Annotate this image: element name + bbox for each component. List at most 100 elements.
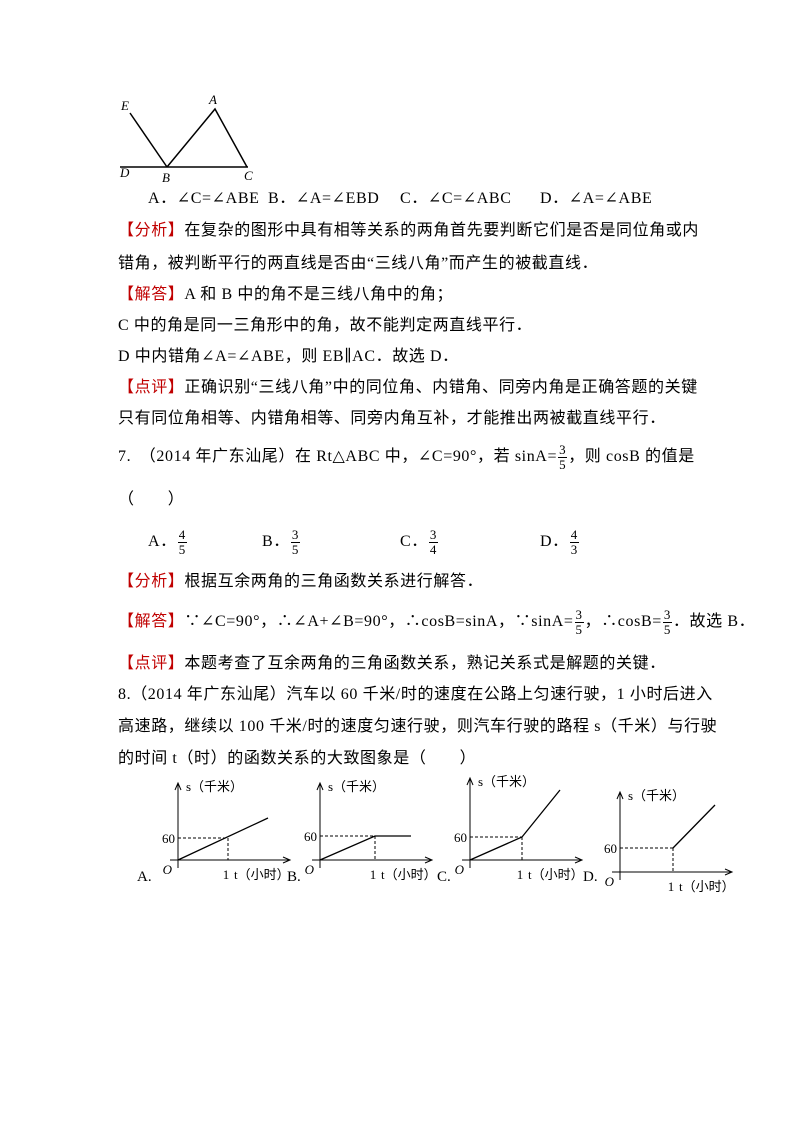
y-arrow — [616, 790, 624, 800]
option-letter: C． — [400, 533, 428, 551]
text: ，∴cosB= — [584, 613, 662, 631]
graph-line — [469, 789, 561, 861]
numerator: 3 — [558, 442, 568, 458]
denominator: 5 — [575, 622, 583, 637]
text: ，则 cosB 的值是 — [568, 448, 695, 466]
y-arrow — [174, 781, 182, 791]
text-line: 8.（2014 年广东汕尾）汽车以 60 千米/时的速度在公路上匀速行驶，1 小… — [118, 685, 713, 705]
option-letter: D． — [540, 533, 569, 551]
text: （ ） — [118, 491, 185, 508]
origin-label: O — [305, 862, 315, 877]
section-tag: 【分析】 — [118, 222, 185, 239]
text: 根据互余两角的三角函数关系进行解答． — [184, 573, 484, 590]
x-axis-label: t（小时） — [679, 879, 735, 894]
y-arrow — [466, 776, 474, 786]
x-arrow — [282, 856, 292, 864]
option: D． 4 3 — [540, 528, 580, 557]
text-line: 高速路，继续以 100 千米/时的速度匀速行驶，则汽车行驶的路程 s（千米）与行… — [118, 717, 717, 737]
y-tick-label: 60 — [604, 841, 617, 856]
text: ．故选 B． — [672, 613, 756, 631]
graph-line — [177, 817, 269, 861]
x-arrow — [424, 856, 434, 864]
section-tag: 【解答】 — [118, 286, 185, 303]
section-tag: 【点评】 — [118, 655, 185, 672]
text-line: 【点评】正确识别“三线八角”中的同位角、内错角、同旁内角是正确答题的关键 — [118, 378, 698, 398]
text-line: C 中的角是同一三角形中的角，故不能判定两直线平行． — [118, 316, 532, 336]
x-axis-label: t（小时） — [234, 867, 290, 882]
y-axis-label: s（千米） — [186, 779, 243, 794]
option: B． 3 5 — [262, 528, 301, 557]
option: A．∠C=∠ABE — [148, 190, 260, 207]
option-letter: A. — [137, 869, 152, 885]
point-label: B — [162, 170, 170, 185]
numerator: 3 — [574, 607, 584, 623]
y-tick-label: 60 — [454, 830, 467, 845]
point-label: C — [244, 168, 253, 183]
option: C．∠C=∠ABC — [400, 190, 512, 207]
option-letter: C. — [437, 869, 451, 885]
graph-line — [672, 804, 716, 849]
text: 的时间 t（时）的函数关系的大致图象是（ ） — [118, 750, 477, 767]
line-bac — [166, 107, 248, 168]
text-line: 【分析】在复杂的图形中具有相等关系的两角首先要判断它们是否是同位角或内 — [118, 221, 699, 241]
point-label: E — [120, 98, 129, 113]
y-tick-label: 60 — [304, 829, 317, 844]
option-letter: B. — [287, 869, 301, 885]
text-line: 【分析】根据互余两角的三角函数关系进行解答． — [118, 572, 483, 592]
option-letter: D. — [583, 869, 598, 885]
option-letter: A． — [148, 533, 177, 551]
text-line: 【解答】∵∠C=90°，∴∠A+∠B=90°，∴cosB=sinA，∵sinA=… — [118, 608, 755, 637]
origin-label: O — [455, 862, 465, 877]
section-tag: 【分析】 — [118, 573, 185, 590]
text-line: 只有同位角相等、内错角相等、同旁内角互补，才能推出两被截直线平行． — [118, 409, 666, 429]
x-tick-label: 1 — [517, 867, 524, 882]
denominator: 5 — [663, 622, 671, 637]
numerator: 3 — [290, 527, 300, 543]
denominator: 4 — [429, 542, 437, 557]
x-axis-label: t（小时） — [381, 867, 437, 882]
y-axis-label: s（千米） — [628, 788, 685, 803]
line-eb — [129, 112, 168, 168]
text-line: 错角，被判断平行的两直线是否由“三线八角”而产生的被截直线． — [118, 254, 598, 274]
graph-line — [319, 835, 411, 861]
text: 正确识别“三线八角”中的同位角、内错角、同旁内角是正确答题的关键 — [184, 379, 698, 396]
x-tick-label: 1 — [668, 879, 675, 894]
x-arrow — [574, 856, 584, 864]
text: ∵∠C=90°，∴∠A+∠B=90°，∴cosB=sinA，∵sinA= — [184, 613, 574, 631]
y-arrow — [316, 781, 324, 791]
text: C 中的角是同一三角形中的角，故不能判定两直线平行． — [118, 317, 533, 334]
text: A 和 B 中的角不是三线八角中的角； — [184, 286, 454, 303]
text-line: D 中内错角∠A=∠ABE，则 EB∥AC．故选 D． — [118, 347, 459, 367]
option: A． 4 5 — [148, 528, 188, 557]
x-axis-label: t（小时） — [528, 867, 584, 882]
text: 错角，被判断平行的两直线是否由“三线八角”而产生的被截直线． — [118, 255, 599, 272]
y-tick-label: 60 — [162, 831, 175, 846]
text: 高速路，继续以 100 千米/时的速度匀速行驶，则汽车行驶的路程 s（千米）与行… — [118, 718, 718, 735]
numerator: 3 — [428, 527, 438, 543]
text: 只有同位角相等、内错角相等、同旁内角互补，才能推出两被截直线平行． — [118, 410, 666, 427]
text: 本题考查了互余两角的三角函数关系，熟记关系式是解题的关键． — [184, 655, 666, 672]
section-tag: 【解答】 — [118, 613, 185, 631]
point-label: D — [119, 165, 130, 180]
text: 8.（2014 年广东汕尾）汽车以 60 千米/时的速度在公路上匀速行驶，1 小… — [118, 686, 713, 703]
point-label: A — [208, 92, 217, 107]
option: B．∠A=∠EBD — [268, 190, 380, 207]
denominator: 5 — [559, 457, 567, 472]
numerator: 3 — [662, 607, 672, 623]
x-tick-label: 1 — [223, 867, 230, 882]
text-line: （ ） — [118, 490, 184, 510]
numerator: 4 — [177, 527, 187, 543]
origin-label: O — [163, 862, 173, 877]
text-line: 【点评】本题考查了互余两角的三角函数关系，熟记关系式是解题的关键． — [118, 654, 666, 674]
denominator: 5 — [178, 542, 186, 557]
denominator: 3 — [570, 542, 578, 557]
x-arrow — [724, 868, 734, 876]
